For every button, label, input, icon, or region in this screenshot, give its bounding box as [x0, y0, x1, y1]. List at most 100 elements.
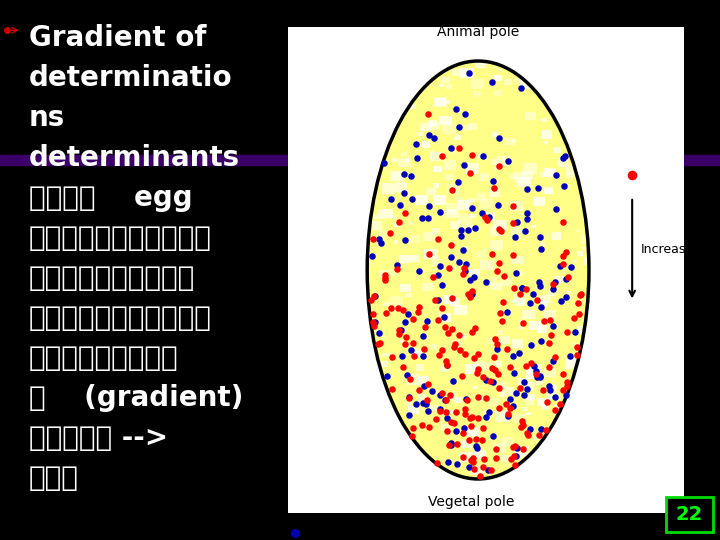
Point: [442, 457, 454, 466]
Bar: [518, 177, 531, 187]
Point: [407, 424, 418, 433]
Bar: [518, 271, 524, 276]
Point: [491, 340, 503, 348]
Point: [405, 172, 417, 180]
Bar: [432, 259, 441, 266]
Bar: [474, 386, 478, 389]
Bar: [559, 127, 568, 133]
Bar: [406, 293, 412, 297]
Bar: [459, 452, 472, 462]
Bar: [544, 141, 549, 144]
Point: [399, 189, 410, 198]
Bar: [523, 382, 534, 390]
Bar: [474, 450, 486, 459]
Bar: [531, 225, 536, 228]
Bar: [470, 431, 480, 438]
Bar: [480, 198, 493, 208]
Bar: [544, 190, 551, 194]
Bar: [473, 91, 481, 97]
Point: [525, 359, 536, 367]
Point: [456, 372, 468, 380]
Bar: [430, 405, 438, 411]
Bar: [566, 173, 572, 178]
Point: [522, 208, 534, 217]
Point: [554, 399, 566, 408]
Bar: [489, 188, 500, 197]
Bar: [536, 381, 543, 386]
Point: [543, 339, 554, 348]
Point: [561, 293, 572, 301]
Bar: [553, 385, 558, 389]
Bar: [400, 340, 404, 343]
Bar: [450, 298, 460, 306]
Point: [626, 171, 638, 180]
Point: [416, 213, 428, 222]
Bar: [554, 275, 563, 283]
Bar: [521, 171, 533, 179]
Point: [493, 403, 505, 412]
Point: [476, 208, 487, 217]
Point: [428, 133, 440, 142]
Point: [393, 326, 405, 335]
Bar: [409, 104, 416, 110]
Point: [453, 144, 464, 152]
Bar: [465, 364, 479, 374]
Text: จากบน -->: จากบน -->: [29, 424, 168, 452]
Point: [500, 400, 511, 409]
Point: [511, 218, 523, 227]
Bar: [577, 326, 588, 334]
Point: [395, 200, 406, 209]
Bar: [431, 151, 434, 153]
Point: [540, 426, 552, 435]
Bar: [400, 284, 411, 292]
Bar: [0, 155, 720, 165]
Bar: [547, 384, 557, 391]
Point: [432, 296, 444, 305]
Point: [477, 424, 489, 433]
Bar: [430, 152, 443, 161]
Point: [557, 252, 569, 260]
Point: [417, 351, 428, 360]
Text: บ    (gradient): บ (gradient): [29, 384, 243, 412]
Point: [575, 291, 586, 300]
Point: [566, 262, 577, 271]
Point: [446, 241, 457, 249]
Point: [446, 186, 457, 194]
Point: [486, 465, 498, 474]
Point: [366, 234, 378, 243]
Point: [530, 369, 541, 378]
Bar: [498, 69, 502, 71]
Point: [561, 274, 572, 283]
Point: [503, 156, 514, 165]
Point: [493, 259, 505, 267]
Bar: [553, 395, 560, 400]
Bar: [431, 228, 440, 234]
Point: [436, 304, 448, 313]
Point: [399, 235, 410, 244]
Point: [450, 105, 462, 114]
Bar: [472, 361, 484, 369]
Point: [534, 372, 546, 381]
Point: [488, 184, 500, 192]
Point: [452, 178, 464, 186]
Point: [519, 227, 531, 235]
Point: [459, 160, 470, 169]
Bar: [528, 364, 542, 374]
Point: [518, 377, 530, 386]
Text: นอยเปนระด: นอยเปนระด: [29, 344, 179, 372]
Point: [484, 213, 495, 222]
Bar: [383, 302, 389, 306]
Point: [467, 457, 479, 466]
Point: [516, 416, 528, 425]
Bar: [469, 198, 475, 202]
Point: [443, 441, 454, 450]
Point: [494, 225, 505, 233]
Point: [507, 352, 518, 360]
Point: [471, 443, 482, 452]
Point: [502, 345, 513, 354]
Point: [409, 352, 420, 360]
Bar: [562, 220, 568, 225]
Point: [508, 284, 520, 293]
Point: [557, 218, 569, 226]
Point: [393, 329, 405, 338]
